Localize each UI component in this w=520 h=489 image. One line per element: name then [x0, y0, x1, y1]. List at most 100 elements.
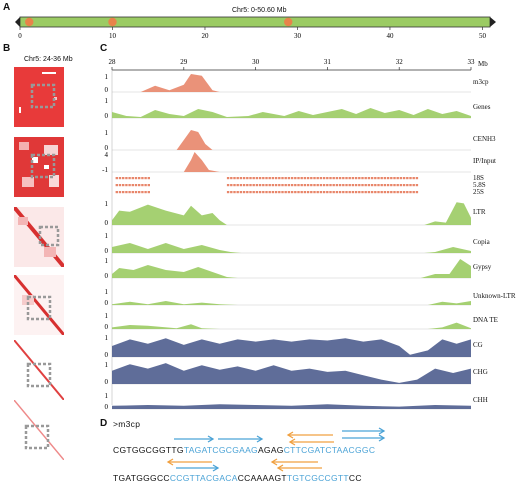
rdna-mark	[138, 177, 141, 180]
rdna-mark	[361, 184, 364, 187]
track-label-dna-te: DNA TE	[473, 316, 498, 324]
track-ymin: 0	[105, 86, 109, 94]
rdna-mark	[406, 191, 409, 194]
rdna-mark	[380, 191, 383, 194]
rdna-mark	[300, 184, 303, 187]
rdna-mark	[239, 191, 243, 194]
rdna-mark	[306, 177, 310, 180]
rdna-mark	[393, 191, 396, 194]
tick-label-50: 50	[479, 32, 487, 40]
track-label-cg: CG	[473, 341, 483, 349]
rdna-mark	[294, 184, 297, 187]
track-ymax: 1	[105, 200, 109, 208]
track-ymax: 1	[105, 97, 109, 105]
rdna-mark	[358, 191, 361, 194]
rdna-mark	[287, 177, 291, 180]
track-label-ip-input: IP/Input	[473, 157, 496, 165]
forward-primer-arrow-head	[212, 464, 220, 472]
track-ymax: 1	[105, 392, 109, 400]
rdna-mark	[134, 184, 138, 187]
chromosome-ideogram: 0 10 20 30 40 50	[15, 16, 496, 40]
x-axis-unit: Mb	[478, 60, 488, 68]
rdna-mark	[278, 191, 281, 194]
x-tick-label-28: 28	[109, 58, 117, 66]
rdna-mark	[294, 191, 297, 194]
reverse-primer-arrow-head	[276, 464, 284, 472]
rdna-mark	[128, 177, 131, 180]
rdna-mark	[354, 184, 358, 187]
rdna-mark	[297, 184, 300, 187]
rdna-mark	[377, 191, 380, 194]
rdna-mark	[383, 177, 387, 180]
track-ymax: 1	[105, 288, 109, 296]
rdna-mark	[147, 177, 150, 180]
rdna-mark	[265, 184, 268, 187]
track-label-18s: 18S	[473, 174, 484, 182]
rdna-mark	[319, 177, 323, 180]
rdna-mark	[380, 177, 383, 180]
rdna-mark	[284, 184, 287, 187]
sequence-segment: TGTCGCCGTT	[286, 473, 349, 483]
hic-map-1	[14, 67, 64, 127]
rdna-mark	[128, 184, 131, 187]
rdna-mark	[134, 191, 138, 194]
rdna-mark	[122, 177, 125, 180]
panel-d-letter: D	[100, 418, 108, 429]
rdna-mark	[393, 177, 396, 180]
sequence-segment: AGAG	[257, 445, 284, 455]
rdna-mark	[326, 177, 329, 180]
rdna-mark	[399, 191, 403, 194]
x-tick-label-31: 31	[324, 58, 332, 66]
track-ymin: 0	[105, 272, 109, 280]
tick-label-0: 0	[18, 32, 22, 40]
rdna-mark	[322, 191, 326, 194]
rdna-mark	[351, 191, 355, 194]
track-unknown-ltr	[112, 301, 471, 305]
rdna-mark	[131, 191, 134, 194]
rdna-mark	[361, 177, 364, 180]
rdna-mark	[249, 184, 252, 187]
rdna-mark	[274, 177, 278, 180]
rdna-mark	[370, 191, 374, 194]
rdna-mark	[354, 191, 358, 194]
track-label-unknown-ltr: Unknown-LTR	[473, 292, 516, 300]
rdna-mark	[128, 191, 131, 194]
rdna-mark	[249, 177, 252, 180]
rdna-mark	[144, 184, 147, 187]
rdna-mark	[242, 191, 246, 194]
track-label-5-8s: 5.8S	[473, 181, 486, 189]
rdna-mark	[370, 184, 374, 187]
rdna-mark	[406, 177, 409, 180]
rdna-mark	[290, 184, 294, 187]
rdna-mark	[138, 191, 141, 194]
rdna-mark	[230, 191, 233, 194]
forward-primer-arrow-head	[378, 434, 386, 442]
track-ymax: 1	[105, 361, 109, 369]
rdna-mark	[226, 184, 230, 187]
rdna-mark	[335, 184, 339, 187]
rdna-mark	[233, 177, 236, 180]
x-tick-label-33: 33	[468, 58, 476, 66]
rdna-mark	[281, 191, 284, 194]
rdna-mark	[351, 184, 355, 187]
rdna-mark	[364, 177, 367, 180]
rdna-mark	[358, 184, 361, 187]
rdna-mark	[348, 184, 351, 187]
rdna-mark	[233, 184, 236, 187]
rdna-mark	[134, 177, 138, 180]
chromosome-title: Chr5: 0-50.60 Mb	[232, 7, 287, 14]
rdna-mark	[322, 177, 326, 180]
rdna-mark	[297, 191, 300, 194]
rdna-mark	[342, 191, 345, 194]
rdna-mark	[125, 191, 128, 194]
rdna-mark	[268, 184, 271, 187]
sequence-segment: TGATGGGCC	[113, 473, 170, 483]
rdna-mark	[281, 184, 284, 187]
rdna-mark	[383, 191, 387, 194]
marker-1	[108, 17, 117, 27]
rdna-mark	[278, 177, 281, 180]
rdna-mark	[252, 177, 255, 180]
rdna-mark	[399, 177, 403, 180]
